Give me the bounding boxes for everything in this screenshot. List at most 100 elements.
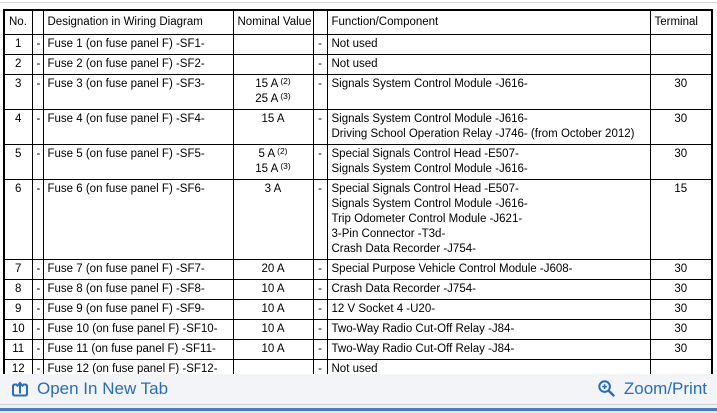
top-divider (0, 2, 717, 3)
cell-nominal-value (232, 54, 314, 75)
zoom-print-label: Zoom/Print (623, 379, 707, 398)
cell-dash: - (312, 34, 328, 55)
cell-dash: - (31, 34, 44, 55)
cell-terminal: 30 (649, 109, 713, 145)
col-header-spacer2 (312, 9, 328, 35)
cell-designation: Fuse 1 (on fuse panel F) -SF1- (42, 34, 234, 55)
footer-toolbar: Open In New Tab Zoom/Print (0, 374, 717, 404)
nominal-value-line: 25 A (3) (255, 90, 291, 106)
cell-no: 11 (3, 339, 33, 360)
cell-dash: - (31, 179, 44, 260)
cell-terminal (649, 34, 713, 55)
cell-nominal-value: 5 A (2) 15 A (3) (232, 144, 314, 180)
footnote-superscript: (2) (280, 75, 291, 86)
cell-no: 5 (3, 144, 33, 180)
function-component-line: Special Signals Control Head -E507- (331, 148, 519, 160)
cell-no: 9 (3, 299, 33, 320)
cell-nominal-value: 15 A (232, 109, 314, 145)
cell-nominal-value: 3 A (232, 179, 314, 260)
nominal-value-line: 10 A (261, 343, 285, 355)
cell-function-component: Special Purpose Vehicle Control Module -… (326, 259, 651, 280)
footer-divider (0, 404, 717, 405)
function-component-line: Crash Data Recorder -J754- (331, 283, 476, 295)
cell-dash: - (312, 299, 328, 320)
cell-function-component: Signals System Control Module -J616- Driv… (326, 109, 651, 145)
cell-terminal (649, 54, 713, 75)
nominal-value-line: 3 A (264, 183, 282, 195)
cell-designation: Fuse 2 (on fuse panel F) -SF2- (42, 54, 234, 75)
function-component-line: 3-Pin Connector -T3d- (331, 228, 446, 240)
nominal-value-line: 15 A (2) (255, 75, 291, 91)
col-header-terminal: Terminal (649, 9, 713, 35)
magnifier-plus-icon (597, 379, 617, 399)
col-header-function-component: Function/Component (326, 9, 651, 35)
cell-designation: Fuse 5 (on fuse panel F) -SF5- (42, 144, 234, 180)
table-row: 4- Fuse 4 (on fuse panel F) -SF4- 15 A - Sig… (3, 109, 713, 145)
function-component-line: 12 V Socket 4 -U20- (331, 303, 436, 315)
nominal-value-line: 10 A (261, 283, 285, 295)
table-row: 1- Fuse 1 (on fuse panel F) -SF1- - Not use… (3, 34, 713, 55)
cell-nominal-value: 10 A (232, 279, 314, 300)
cell-dash: - (31, 74, 44, 110)
nominal-value-line: 10 A (261, 323, 285, 335)
cell-dash: - (31, 279, 44, 300)
cell-dash: - (312, 74, 328, 110)
function-component-line: Not used (331, 38, 378, 50)
table-row: 11- Fuse 11 (on fuse panel F) -SF11- 10 A-… (3, 339, 713, 360)
function-component-line: Signals System Control Module -J616- (331, 198, 528, 210)
bottom-edge (0, 411, 717, 413)
cell-terminal: 30 (649, 299, 713, 320)
footnote-superscript: (3) (280, 90, 291, 101)
cell-dash: - (312, 54, 328, 75)
cell-dash: - (31, 54, 44, 75)
cell-no: 7 (3, 259, 33, 280)
cell-dash: - (31, 259, 44, 280)
function-component-line: Signals System Control Module -J616- (331, 113, 528, 125)
cell-designation: Fuse 6 (on fuse panel F) -SF6- (42, 179, 234, 260)
cell-dash: - (31, 144, 44, 180)
zoom-print-button[interactable]: Zoom/Print (597, 379, 707, 399)
nominal-value-line: 15 A (3) (255, 160, 291, 176)
function-component-line: Not used (331, 363, 378, 375)
cell-nominal-value: 15 A (2) 25 A (3) (232, 74, 314, 110)
open-in-new-tab-label: Open In New Tab (37, 379, 169, 398)
cell-dash: - (312, 259, 328, 280)
col-header-spacer1 (31, 9, 44, 35)
cell-designation: Fuse 7 (on fuse panel F) -SF7- (42, 259, 234, 280)
function-component-line: Not used (331, 58, 378, 70)
cell-dash: - (31, 109, 44, 145)
footnote-superscript: (3) (280, 160, 291, 171)
table-row: 7- Fuse 7 (on fuse panel F) -SF7- 20 A - Spe… (3, 259, 713, 280)
cell-designation: Fuse 4 (on fuse panel F) -SF4- (42, 109, 234, 145)
cell-function-component: Crash Data Recorder -J754- (326, 279, 651, 300)
nominal-value-line: 15 A (261, 113, 285, 125)
cell-nominal-value: 10 A (232, 339, 314, 360)
cell-no: 8 (3, 279, 33, 300)
cell-terminal: 30 (649, 74, 713, 110)
fuse-table: No. Designation in Wiring Diagram Nomina… (3, 9, 713, 381)
cell-function-component: Not used (326, 54, 651, 75)
cell-terminal: 30 (649, 339, 713, 360)
function-component-line: Special Signals Control Head -E507- (331, 183, 519, 195)
cell-dash: - (31, 319, 44, 340)
cell-no: 6 (3, 179, 33, 260)
table-row: 2- Fuse 2 (on fuse panel F) -SF2- - Not use… (3, 54, 713, 75)
cell-nominal-value: 10 A (232, 299, 314, 320)
cell-function-component: Two-Way Radio Cut-Off Relay -J84- (326, 319, 651, 340)
cell-dash: - (312, 144, 328, 180)
cell-function-component: Special Signals Control Head -E507- Signa… (326, 179, 651, 260)
function-component-line: Trip Odometer Control Module -J621- (331, 213, 523, 225)
cell-designation: Fuse 3 (on fuse panel F) -SF3- (42, 74, 234, 110)
function-component-line: Driving School Operation Relay -J746- (f… (331, 128, 635, 140)
cell-dash: - (312, 109, 328, 145)
table-header-row: No. Designation in Wiring Diagram Nomina… (3, 9, 713, 35)
cell-dash: - (312, 279, 328, 300)
nominal-value-line: 5 A (2) (258, 145, 288, 161)
cell-nominal-value: 10 A (232, 319, 314, 340)
footer-gap (0, 405, 717, 408)
table-row: 10- Fuse 10 (on fuse panel F) -SF10- 10 A-… (3, 319, 713, 340)
function-component-line: Special Purpose Vehicle Control Module -… (331, 263, 573, 275)
open-in-new-tab-button[interactable]: Open In New Tab (10, 379, 168, 399)
cell-designation: Fuse 8 (on fuse panel F) -SF8- (42, 279, 234, 300)
